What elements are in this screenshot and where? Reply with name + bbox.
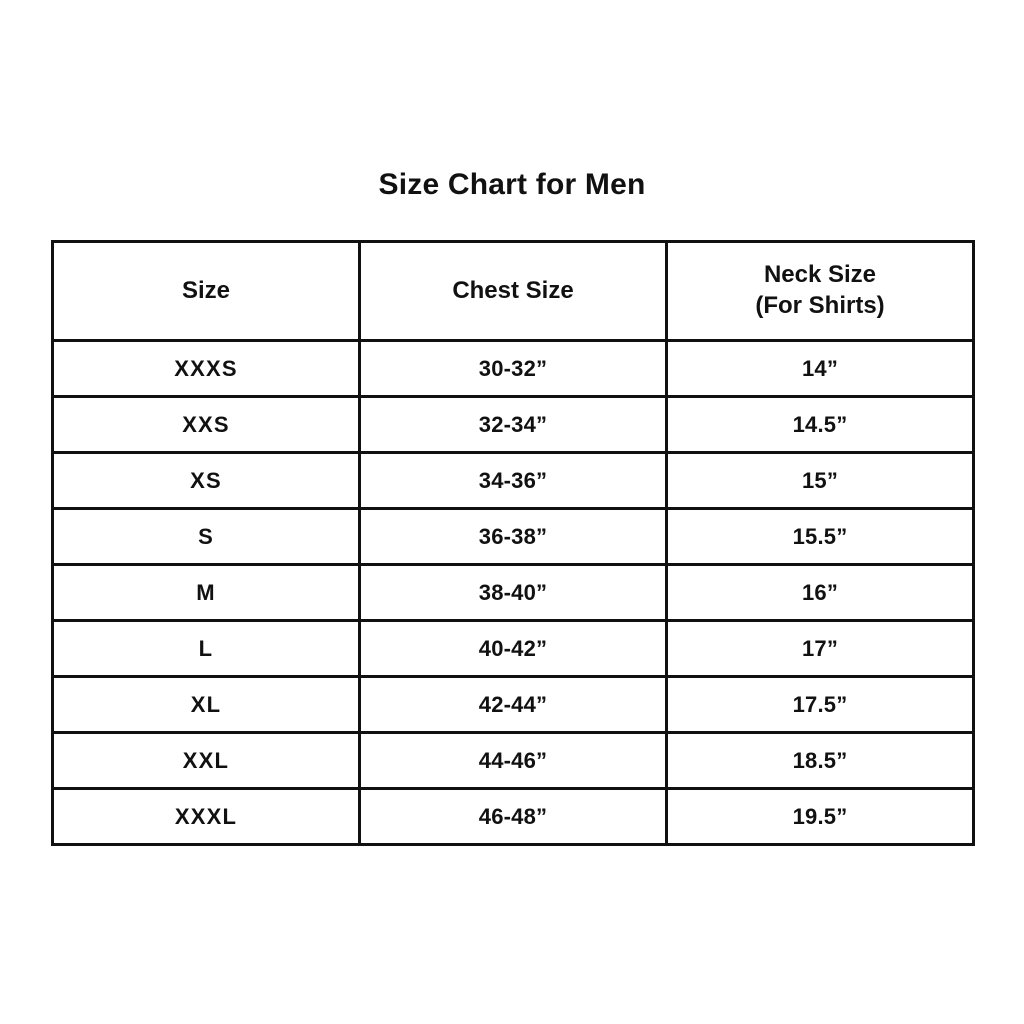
table-row: XXXL 46-48” 19.5” bbox=[51, 787, 975, 846]
table-row: XS 34-36” 15” bbox=[51, 451, 975, 510]
cell-chest: 44-46” bbox=[358, 731, 668, 790]
table-row: XXS 32-34” 14.5” bbox=[51, 395, 975, 454]
column-header-size-label: Size bbox=[181, 276, 231, 304]
cell-size: XS bbox=[51, 451, 361, 510]
cell-size: XL bbox=[51, 675, 361, 734]
table-row: S 36-38” 15.5” bbox=[51, 507, 975, 566]
cell-neck: 14.5” bbox=[665, 395, 975, 454]
cell-size: XXXL bbox=[51, 787, 361, 846]
cell-chest: 30-32” bbox=[358, 339, 668, 398]
cell-chest: 46-48” bbox=[358, 787, 668, 846]
table-row: XXL 44-46” 18.5” bbox=[51, 731, 975, 790]
table-row: M 38-40” 16” bbox=[51, 563, 975, 622]
cell-chest: 40-42” bbox=[358, 619, 668, 678]
page-title: Size Chart for Men bbox=[378, 168, 646, 201]
column-header-neck: Neck Size (For Shirts) bbox=[665, 240, 975, 342]
column-header-chest-label: Chest Size bbox=[452, 276, 574, 304]
size-chart-table: Size Chest Size Neck Size (For Shirts) X… bbox=[51, 240, 975, 846]
cell-neck: 17” bbox=[665, 619, 975, 678]
table-row: L 40-42” 17” bbox=[51, 619, 975, 678]
cell-chest: 38-40” bbox=[358, 563, 668, 622]
column-header-size: Size bbox=[51, 240, 361, 342]
table-row: XL 42-44” 17.5” bbox=[51, 675, 975, 734]
column-header-chest: Chest Size bbox=[358, 240, 668, 342]
table-header-row: Size Chest Size Neck Size (For Shirts) bbox=[51, 240, 975, 342]
cell-size: L bbox=[51, 619, 361, 678]
cell-neck: 14” bbox=[665, 339, 975, 398]
cell-neck: 15.5” bbox=[665, 507, 975, 566]
cell-chest: 42-44” bbox=[358, 675, 668, 734]
cell-chest: 32-34” bbox=[358, 395, 668, 454]
cell-neck: 18.5” bbox=[665, 731, 975, 790]
cell-size: S bbox=[51, 507, 361, 566]
cell-chest: 36-38” bbox=[358, 507, 668, 566]
cell-neck: 17.5” bbox=[665, 675, 975, 734]
cell-neck: 15” bbox=[665, 451, 975, 510]
cell-neck: 19.5” bbox=[665, 787, 975, 846]
cell-size: XXL bbox=[51, 731, 361, 790]
table-row: XXXS 30-32” 14” bbox=[51, 339, 975, 398]
cell-chest: 34-36” bbox=[358, 451, 668, 510]
column-header-neck-label: Neck Size bbox=[763, 261, 877, 289]
cell-size: XXXS bbox=[51, 339, 361, 398]
cell-neck: 16” bbox=[665, 563, 975, 622]
cell-size: XXS bbox=[51, 395, 361, 454]
cell-size: M bbox=[51, 563, 361, 622]
column-header-neck-sublabel: (For Shirts) bbox=[755, 292, 885, 319]
